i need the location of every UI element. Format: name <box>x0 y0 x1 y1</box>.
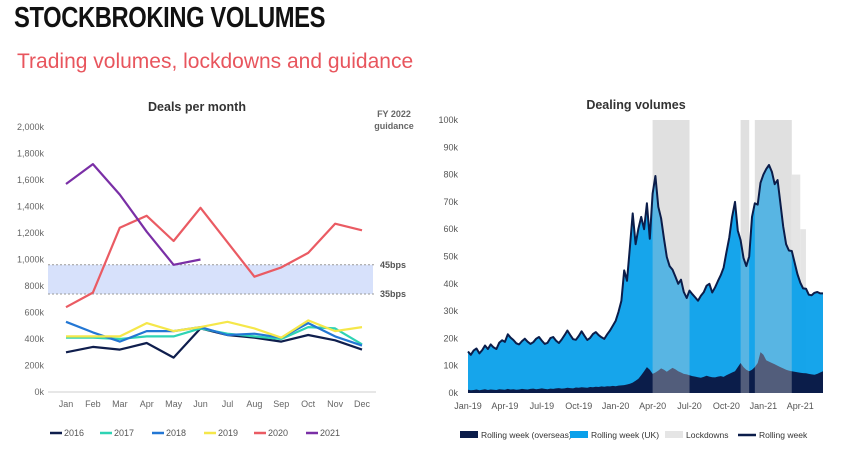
y-tick-label: 1,000k <box>17 255 45 265</box>
x-tick-label: Feb <box>85 399 101 409</box>
area-uk <box>468 165 823 393</box>
series-line-2021 <box>65 163 201 266</box>
x-tick-label: Jan-19 <box>454 401 482 411</box>
y-tick-label: 30k <box>443 306 458 316</box>
y-tick-label: 20k <box>443 333 458 343</box>
y-tick-label: 1,600k <box>17 175 45 185</box>
lockdown-overlay <box>652 120 690 393</box>
dealing-chart-title: Dealing volumes <box>586 98 685 112</box>
legend-label: Rolling week (UK) <box>591 430 659 440</box>
area-overseas <box>468 352 823 393</box>
guidance-label-line2: guidance <box>374 121 414 131</box>
x-tick-label: Sep <box>273 399 289 409</box>
legend-swatch <box>665 431 683 438</box>
x-tick-label: Mar <box>112 399 128 409</box>
x-tick-label: Apr-21 <box>787 401 814 411</box>
legend-label-2020: 2020 <box>268 428 288 438</box>
page-title: STOCKBROKING VOLUMES <box>14 2 326 34</box>
x-tick-label: Jun <box>193 399 208 409</box>
y-tick-label: 50k <box>443 252 458 262</box>
legend-label: Rolling week <box>759 430 808 440</box>
y-tick-label: 90k <box>443 142 458 152</box>
lockdown-band <box>740 120 750 393</box>
x-tick-label: Oct <box>301 399 316 409</box>
guidance-low-label: 35bps <box>380 289 406 299</box>
y-tick-label: 1,800k <box>17 149 45 159</box>
legend-label-2016: 2016 <box>64 428 84 438</box>
y-tick-label: 10k <box>443 361 458 371</box>
y-tick-label: 0k <box>34 387 44 397</box>
y-tick-label: 100k <box>438 115 458 125</box>
y-tick-label: 600k <box>24 308 44 318</box>
x-tick-label: Dec <box>354 399 371 409</box>
x-tick-label: Oct-19 <box>565 401 592 411</box>
y-tick-label: 0k <box>448 388 458 398</box>
legend-label-2017: 2017 <box>114 428 134 438</box>
y-tick-label: 40k <box>443 279 458 289</box>
lockdown-overlay <box>740 120 750 393</box>
x-tick-label: Oct-20 <box>713 401 740 411</box>
y-tick-label: 1,400k <box>17 202 45 212</box>
guidance-label-line1: FY 2022 <box>377 109 411 119</box>
y-tick-label: 60k <box>443 224 458 234</box>
legend-swatch <box>460 431 478 438</box>
x-tick-label: Apr-20 <box>639 401 666 411</box>
x-tick-label: Aug <box>246 399 262 409</box>
legend-label-2018: 2018 <box>166 428 186 438</box>
rolling-week-line <box>467 164 823 356</box>
guidance-high-label: 45bps <box>380 260 406 270</box>
legend-swatch <box>570 431 588 438</box>
legend-label-2021: 2021 <box>320 428 340 438</box>
y-tick-label: 400k <box>24 334 44 344</box>
lockdown-overlay <box>754 120 792 393</box>
series-line-2020 <box>65 206 363 309</box>
series-line-2019 <box>66 319 363 339</box>
x-tick-label: Jul-19 <box>530 401 555 411</box>
x-tick-label: May <box>165 399 183 409</box>
x-tick-label: Jan-20 <box>602 401 630 411</box>
x-tick-label: Jul <box>222 399 234 409</box>
x-tick-label: Jan-21 <box>750 401 778 411</box>
legend-label: Lockdowns <box>686 430 729 440</box>
y-tick-label: 200k <box>24 361 44 371</box>
y-tick-label: 70k <box>443 197 458 207</box>
legend-label: Rolling week (overseas) <box>481 430 572 440</box>
y-tick-label: 2,000k <box>17 122 45 132</box>
x-tick-label: Nov <box>327 399 344 409</box>
y-tick-label: 800k <box>24 281 44 291</box>
x-tick-label: Jan <box>59 399 74 409</box>
x-tick-label: Apr-19 <box>491 401 518 411</box>
page-subtitle: Trading volumes, lockdowns and guidance <box>17 50 414 73</box>
deals-chart-title: Deals per month <box>148 100 246 114</box>
x-tick-label: Apr <box>140 399 154 409</box>
y-tick-label: 1,200k <box>17 228 45 238</box>
x-tick-label: Jul-20 <box>677 401 702 411</box>
y-tick-label: 80k <box>443 170 458 180</box>
legend-label-2019: 2019 <box>218 428 238 438</box>
series-line-2018 <box>65 320 363 347</box>
